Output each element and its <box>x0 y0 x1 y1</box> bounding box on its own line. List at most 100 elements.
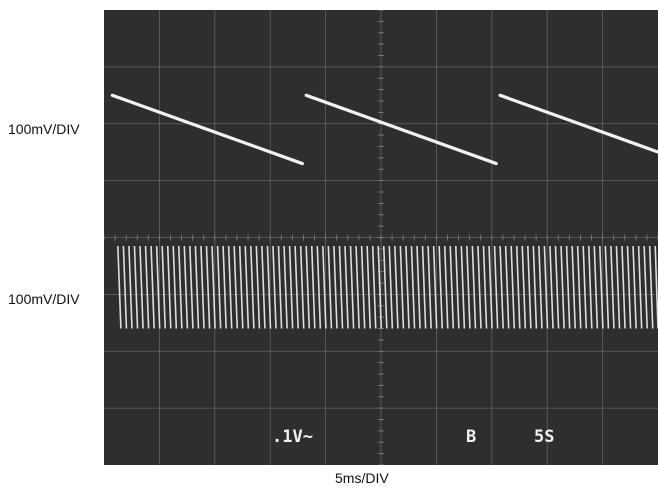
trace2-ramp-stroke <box>610 246 615 329</box>
trace2-ramp-stroke <box>355 246 360 329</box>
marker-readout: B <box>466 427 476 447</box>
trace2-ramp-stroke <box>338 246 344 329</box>
trace2-ramp-stroke <box>244 246 250 329</box>
timebase-label: 5ms/DIV <box>335 470 389 486</box>
trace2-ramp-stroke <box>427 246 432 329</box>
trace2-ramp-stroke <box>416 246 421 329</box>
trace2-ramp-stroke <box>554 246 560 329</box>
trace1-ramp-segment <box>498 93 658 154</box>
trace2-ramp-stroke <box>349 246 355 329</box>
oscilloscope-plot: .1V~ B 5S <box>104 10 658 465</box>
trace2-ramp-stroke <box>371 246 377 329</box>
trace2-ramp-stroke <box>272 246 277 329</box>
trace2-ramp-stroke <box>510 246 516 329</box>
trace1-ramp-segment <box>304 93 498 166</box>
trace2-ramp-stroke <box>299 246 305 329</box>
channel1-scale-label: 100mV/DIV <box>8 121 80 137</box>
trace2-ramp-stroke <box>515 246 521 329</box>
graticule <box>104 10 658 465</box>
trace2-ramp-stroke <box>305 246 311 329</box>
trace2-ramp-stroke <box>288 246 294 329</box>
trace2-ramp-stroke <box>637 246 643 329</box>
trace2-ramp-stroke <box>200 246 205 329</box>
trace2-ramp-stroke <box>283 246 288 329</box>
trace2-ramp-stroke <box>632 246 637 329</box>
trace2-ramp-stroke <box>576 246 582 329</box>
trace2-ramp-stroke <box>599 246 604 329</box>
trace2-ramp-stroke <box>643 246 648 329</box>
trace2-ramp-stroke <box>144 246 150 329</box>
trace2-ramp-stroke <box>493 246 499 329</box>
trace2-ramp-stroke <box>238 246 244 329</box>
trace2-ramp-stroke <box>117 246 122 329</box>
trace2-ramp-stroke <box>222 246 227 329</box>
trace2-ramp-stroke <box>261 246 266 329</box>
trace2-ramp-stroke <box>333 246 338 329</box>
trace2-ramp-stroke <box>615 246 621 329</box>
trace2-ramp-stroke <box>183 246 189 329</box>
trace2-ramp-stroke <box>549 246 554 329</box>
trace2-ramp-stroke <box>133 246 139 329</box>
time-readout: 5S <box>534 427 554 447</box>
trace2-ramp-stroke <box>122 246 128 329</box>
trace2-ramp-stroke <box>621 246 626 329</box>
trace2-ramp-stroke <box>216 246 222 329</box>
trace2-ramp-stroke <box>177 246 183 329</box>
trace2-ramp-stroke <box>543 246 549 329</box>
trace2-ramp-stroke <box>466 246 471 329</box>
trace2-ramp-stroke <box>233 246 239 329</box>
trace2-ramp-stroke <box>266 246 272 329</box>
trace2-ramp-stroke <box>449 246 455 329</box>
trace2-ramp-stroke <box>648 246 654 329</box>
trace2-ramp-stroke <box>438 246 444 329</box>
trace2-ramp-stroke <box>604 246 610 329</box>
trace2-ramp-stroke <box>211 246 216 329</box>
trace2-ramp-stroke <box>454 246 460 329</box>
trace2-ramp-stroke <box>366 246 371 329</box>
trace2-ramp-stroke <box>571 246 576 329</box>
trace2-ramp-stroke <box>189 246 194 329</box>
trace2-ramp-stroke <box>521 246 527 329</box>
trace2-ramp-stroke <box>504 246 510 329</box>
trace2-ramp-stroke <box>310 246 316 329</box>
trace2-ramp-stroke <box>255 246 261 329</box>
trace2-ramp-stroke <box>316 246 322 329</box>
trace2-ramp-stroke <box>155 246 161 329</box>
trace2-ramp-stroke <box>532 246 538 329</box>
trace2-ramp-stroke <box>161 246 167 329</box>
trace2-ramp-stroke <box>227 246 233 329</box>
trace2-ramp-stroke <box>421 246 427 329</box>
trace2-ramp-stroke <box>560 246 565 329</box>
trace2-ramp-stroke <box>166 246 172 329</box>
trace2-ramp-stroke <box>360 246 366 329</box>
oscilloscope-screen: .1V~ B 5S <box>104 10 658 465</box>
trace2-ramp-stroke <box>388 246 394 329</box>
trace2-ramp-stroke <box>460 246 466 329</box>
trace2-ramp-stroke <box>565 246 571 329</box>
trace2-ramp-stroke <box>128 246 133 329</box>
trace2-ramp-stroke <box>139 246 144 329</box>
trace2-ramp-stroke <box>394 246 399 329</box>
trace1-ramp-segment <box>110 93 304 166</box>
trace2-ramp-stroke <box>344 246 349 329</box>
trace2-ramp-stroke <box>587 246 593 329</box>
trace2-ramp-stroke <box>150 246 155 329</box>
trace2-ramp-stroke <box>382 246 388 329</box>
channel2-scale-label: 100mV/DIV <box>8 291 80 307</box>
trace2-ramp-stroke <box>277 246 283 329</box>
trace2-ramp-stroke <box>410 246 416 329</box>
trace2-ramp-stroke <box>322 246 327 329</box>
trace2-ramp-stroke <box>482 246 488 329</box>
trace2-ramp-stroke <box>172 246 178 329</box>
trace2-ramp-stroke <box>527 246 532 329</box>
trace2-ramp-stroke <box>538 246 543 329</box>
trace2-ramp-stroke <box>294 246 299 329</box>
trace2-ramp-stroke <box>377 246 383 329</box>
trace2-ramp-stroke <box>443 246 449 329</box>
volts-readout: .1V~ <box>272 427 313 447</box>
trace2-ramp-stroke <box>499 246 504 329</box>
trace2-ramp-stroke <box>405 246 410 329</box>
trace2-ramp-stroke <box>488 246 493 329</box>
trace2-ramp-stroke <box>477 246 482 329</box>
trace2-ramp-stroke <box>194 246 200 329</box>
